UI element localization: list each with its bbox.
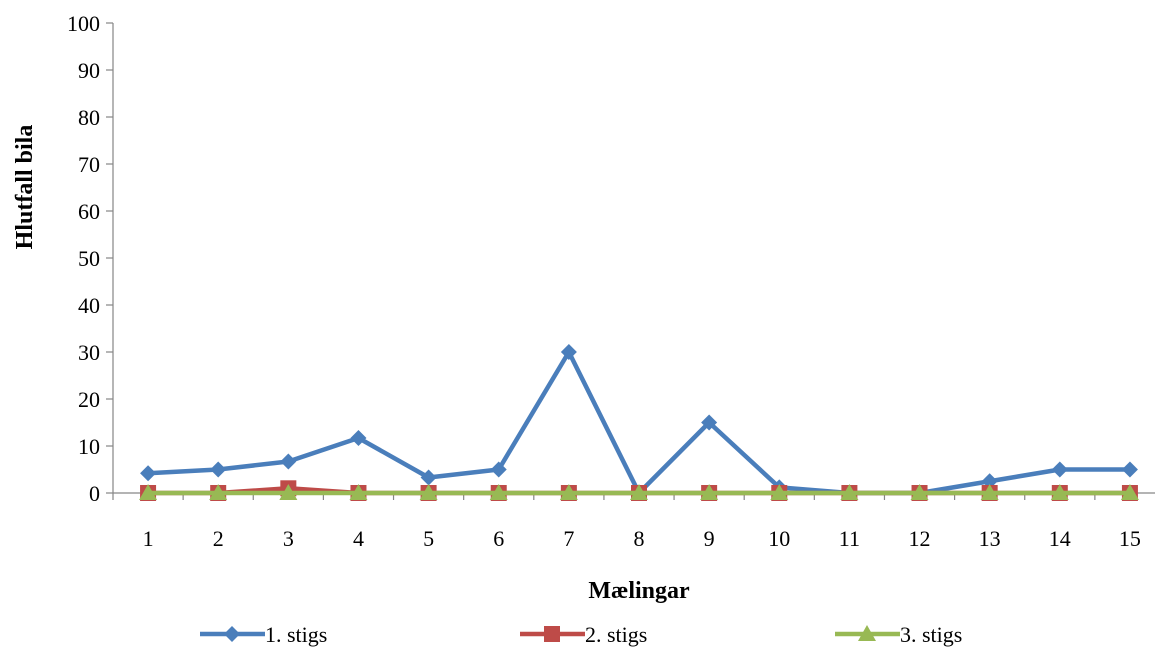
data-point xyxy=(420,469,437,486)
data-point xyxy=(770,484,789,500)
series-1 xyxy=(140,344,1138,501)
data-point xyxy=(701,414,718,431)
x-tick-label: 11 xyxy=(839,526,860,551)
data-point xyxy=(140,465,157,482)
data-point xyxy=(490,461,507,478)
legend-marker xyxy=(544,626,560,642)
y-axis-ticks: 0 10 20 30 40 50 60 70 80 90 100 xyxy=(67,11,113,506)
data-point xyxy=(350,430,367,447)
x-tick-label: 3 xyxy=(283,526,294,551)
x-tick-label: 10 xyxy=(768,526,790,551)
plot-area xyxy=(139,344,1139,501)
data-point xyxy=(349,484,368,500)
data-point xyxy=(980,484,999,500)
data-point xyxy=(700,484,719,500)
y-tick-label: 80 xyxy=(78,105,100,130)
data-point xyxy=(139,484,158,500)
y-tick-label: 70 xyxy=(78,152,100,177)
series-3 xyxy=(139,484,1139,500)
data-point xyxy=(489,484,508,500)
data-point xyxy=(419,484,438,500)
x-tick-label: 12 xyxy=(909,526,931,551)
legend: 1. stigs 2. stigs 3. stigs xyxy=(200,622,962,647)
y-tick-label: 90 xyxy=(78,58,100,83)
data-point xyxy=(1121,461,1138,478)
legend-item: 3. stigs xyxy=(835,622,962,647)
legend-label: 3. stigs xyxy=(900,622,962,647)
x-tick-label: 1 xyxy=(143,526,154,551)
data-point xyxy=(559,484,578,500)
x-tick-label: 2 xyxy=(213,526,224,551)
x-tick-label: 13 xyxy=(979,526,1001,551)
data-point xyxy=(279,484,298,500)
x-tick-label: 14 xyxy=(1049,526,1071,551)
legend-marker xyxy=(858,625,876,641)
data-point xyxy=(1120,484,1139,500)
legend-marker xyxy=(224,626,240,642)
data-point xyxy=(210,461,227,478)
x-tick-label: 9 xyxy=(704,526,715,551)
y-tick-label: 10 xyxy=(78,434,100,459)
y-tick-label: 60 xyxy=(78,199,100,224)
legend-item: 2. stigs xyxy=(520,622,647,647)
x-axis-ticks: 1 2 3 4 5 6 7 8 9 10 11 12 13 14 15 xyxy=(112,493,1141,551)
x-tick-label: 5 xyxy=(423,526,434,551)
x-tick-label: 15 xyxy=(1119,526,1141,551)
data-point xyxy=(1051,461,1068,478)
x-tick-label: 7 xyxy=(563,526,574,551)
y-axis-title: Hlutfall bila xyxy=(12,125,38,250)
series-line xyxy=(147,349,1130,496)
y-tick-label: 0 xyxy=(89,481,100,506)
data-point xyxy=(840,484,859,500)
y-tick-label: 100 xyxy=(67,11,100,36)
x-axis-title: Mælingar xyxy=(588,578,690,604)
y-tick-label: 50 xyxy=(78,246,100,271)
legend-label: 1. stigs xyxy=(265,622,327,647)
axes xyxy=(112,23,1155,494)
data-point xyxy=(209,484,228,500)
x-tick-label: 6 xyxy=(493,526,504,551)
y-tick-label: 20 xyxy=(78,387,100,412)
data-point xyxy=(560,344,577,360)
legend-item: 1. stigs xyxy=(200,622,327,647)
x-tick-label: 8 xyxy=(634,526,645,551)
data-point xyxy=(910,484,929,500)
data-point xyxy=(1050,484,1069,500)
x-tick-label: 4 xyxy=(353,526,364,551)
legend-label: 2. stigs xyxy=(585,622,647,647)
y-tick-label: 30 xyxy=(78,340,100,365)
data-point xyxy=(280,453,297,470)
data-point xyxy=(630,484,648,500)
y-tick-label: 40 xyxy=(78,293,100,318)
